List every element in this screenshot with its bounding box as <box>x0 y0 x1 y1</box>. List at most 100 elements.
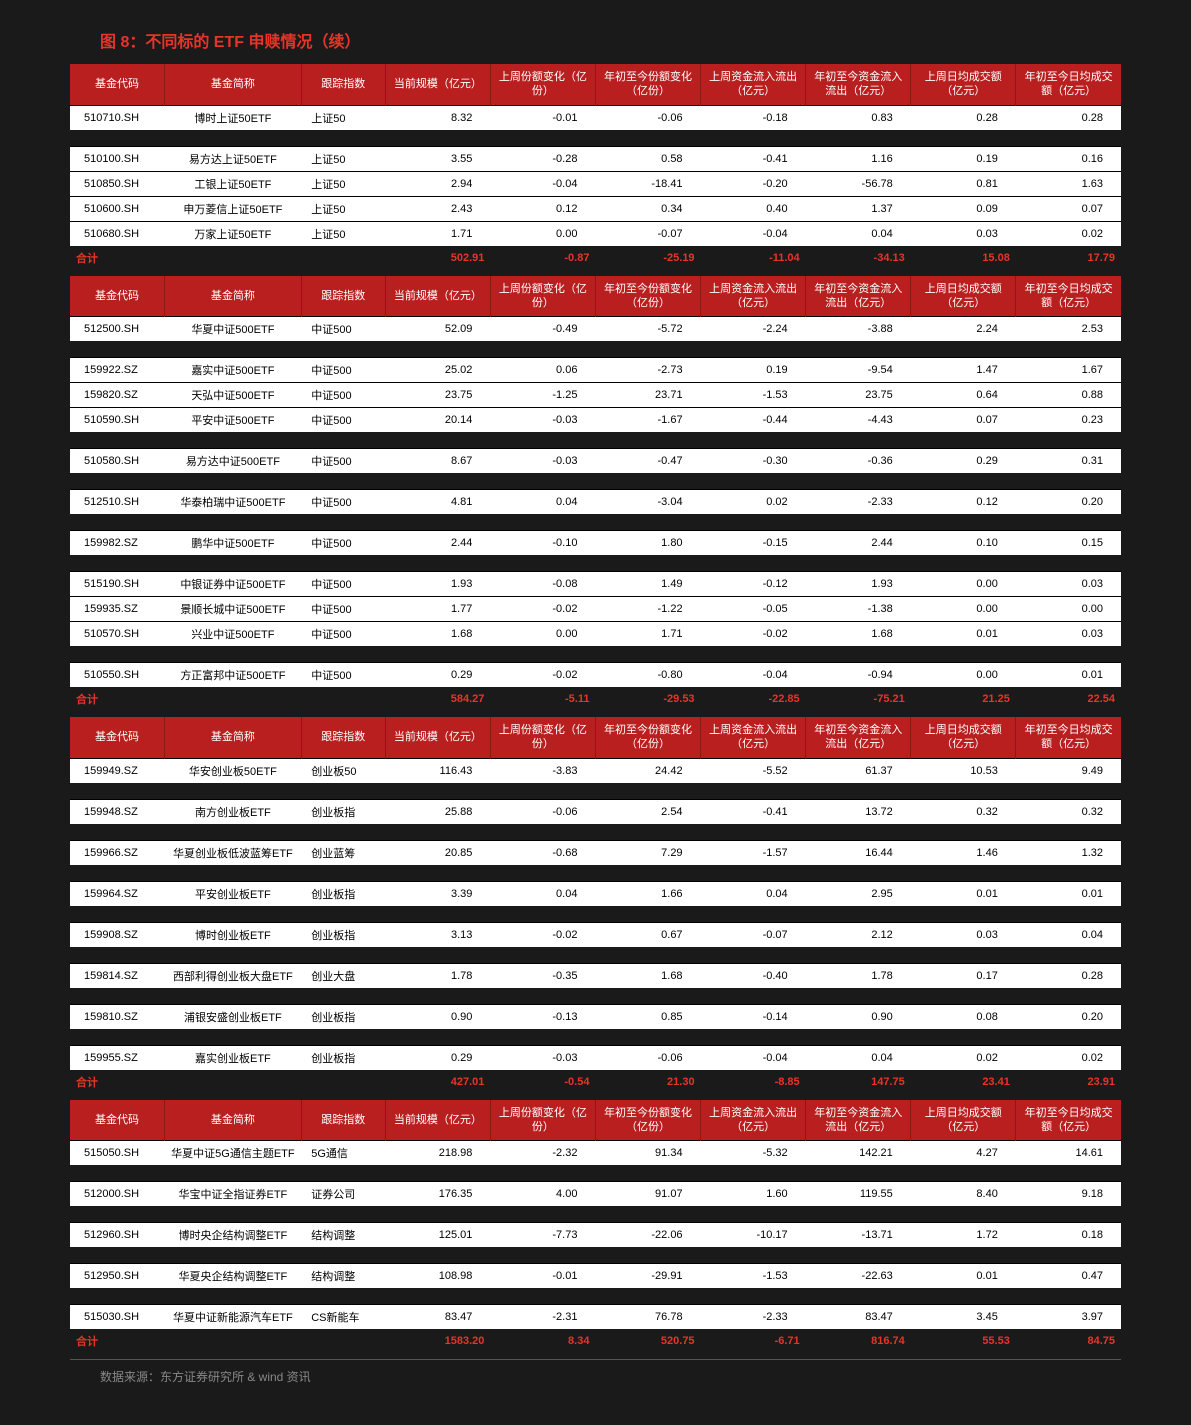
col-header: 基金代码 <box>70 276 165 317</box>
cell: 3.55 <box>385 146 490 171</box>
cell: 博时上证50ETF <box>165 105 302 130</box>
cell: 创业板指 <box>301 1045 385 1070</box>
cell: 7.29 <box>595 840 700 865</box>
cell: 159964.SZ <box>70 881 165 906</box>
cell: 3.39 <box>385 881 490 906</box>
total-cell: -0.54 <box>490 1070 595 1094</box>
cell: 510710.SH <box>70 105 165 130</box>
cell: -0.41 <box>701 799 806 824</box>
etf-table-3: 基金代码基金简称跟踪指数当前规模（亿元）上周份额变化（亿份）年初至今份额变化（亿… <box>70 1100 1121 1354</box>
cell: -1.53 <box>701 383 806 408</box>
cell: 13.72 <box>806 799 911 824</box>
cell: 中证500 <box>301 383 385 408</box>
cell: 中证500 <box>301 408 385 433</box>
cell: 510570.SH <box>70 622 165 647</box>
cell: 24.42 <box>595 758 700 783</box>
cell: 鹏华中证500ETF <box>165 531 302 556</box>
cell: 2.53 <box>1016 317 1121 342</box>
cell: 23.75 <box>385 383 490 408</box>
cell: -0.68 <box>490 840 595 865</box>
cell: 91.07 <box>595 1182 700 1207</box>
total-cell: 合计 <box>70 1329 165 1353</box>
cell: -0.07 <box>595 221 700 246</box>
cell: 25.02 <box>385 358 490 383</box>
cell: 5G通信 <box>301 1141 385 1166</box>
col-header: 当前规模（亿元） <box>385 717 490 758</box>
cell: 创业板指 <box>301 799 385 824</box>
cell: 0.03 <box>1016 622 1121 647</box>
col-header: 上周资金流入流出（亿元） <box>701 64 806 105</box>
cell: -3.83 <box>490 758 595 783</box>
cell: 125.01 <box>385 1223 490 1248</box>
cell: 创业大盘 <box>301 963 385 988</box>
total-cell <box>301 687 385 711</box>
total-cell: -11.04 <box>701 246 806 270</box>
cell: -5.52 <box>701 758 806 783</box>
cell: 0.02 <box>1016 221 1121 246</box>
cell: 176.35 <box>385 1182 490 1207</box>
col-header: 跟踪指数 <box>301 717 385 758</box>
cell: 中证500 <box>301 663 385 688</box>
source-note: 数据来源：东方证券研究所 & wind 资讯 <box>70 1359 1121 1385</box>
cell: 2.94 <box>385 171 490 196</box>
cell: -22.63 <box>806 1264 911 1289</box>
cell: -0.80 <box>595 663 700 688</box>
col-header: 上周份额变化（亿份） <box>490 1100 595 1141</box>
cell: -0.03 <box>490 408 595 433</box>
cell: 83.47 <box>806 1305 911 1330</box>
cell: 91.34 <box>595 1141 700 1166</box>
cell: 3.45 <box>911 1305 1016 1330</box>
cell: 0.15 <box>1016 531 1121 556</box>
cell: -0.20 <box>701 171 806 196</box>
cell: 0.04 <box>806 221 911 246</box>
cell: -0.49 <box>490 317 595 342</box>
cell: 0.32 <box>911 799 1016 824</box>
cell: 512000.SH <box>70 1182 165 1207</box>
cell: 中证500 <box>301 490 385 515</box>
cell: 结构调整 <box>301 1223 385 1248</box>
total-cell <box>165 246 302 270</box>
cell: 1.71 <box>385 221 490 246</box>
cell: 0.07 <box>911 408 1016 433</box>
cell: 结构调整 <box>301 1264 385 1289</box>
cell: -0.02 <box>490 663 595 688</box>
cell: 方正富邦中证500ETF <box>165 663 302 688</box>
cell: 0.02 <box>1016 1045 1121 1070</box>
cell: 159935.SZ <box>70 597 165 622</box>
col-header: 年初至今日均成交额（亿元） <box>1016 276 1121 317</box>
cell: 华夏央企结构调整ETF <box>165 1264 302 1289</box>
cell: -56.78 <box>806 171 911 196</box>
cell: 兴业中证500ETF <box>165 622 302 647</box>
cell: -13.71 <box>806 1223 911 1248</box>
cell: 景顺长城中证500ETF <box>165 597 302 622</box>
cell: 8.40 <box>911 1182 1016 1207</box>
total-cell: -22.85 <box>701 687 806 711</box>
total-cell: 合计 <box>70 687 165 711</box>
cell: 易方达上证50ETF <box>165 146 302 171</box>
cell: 工银上证50ETF <box>165 171 302 196</box>
cell: 中银证券中证500ETF <box>165 572 302 597</box>
cell: 16.44 <box>806 840 911 865</box>
cell: 2.43 <box>385 196 490 221</box>
cell: -0.47 <box>595 449 700 474</box>
cell: -1.25 <box>490 383 595 408</box>
cell: 万家上证50ETF <box>165 221 302 246</box>
cell: 西部利得创业板大盘ETF <box>165 963 302 988</box>
cell: 1.63 <box>1016 171 1121 196</box>
cell: 0.18 <box>1016 1223 1121 1248</box>
cell: 510600.SH <box>70 196 165 221</box>
total-cell: -75.21 <box>806 687 911 711</box>
col-header: 基金简称 <box>165 717 302 758</box>
cell: 0.31 <box>1016 449 1121 474</box>
cell: 华夏创业板低波蓝筹ETF <box>165 840 302 865</box>
cell: 10.53 <box>911 758 1016 783</box>
col-header: 基金代码 <box>70 1100 165 1141</box>
col-header: 年初至今资金流入流出（亿元） <box>806 1100 911 1141</box>
total-cell: 584.27 <box>385 687 490 711</box>
total-cell <box>165 1329 302 1353</box>
total-cell: 55.53 <box>911 1329 1016 1353</box>
cell: 159955.SZ <box>70 1045 165 1070</box>
cell: -0.03 <box>490 449 595 474</box>
total-cell: 502.91 <box>385 246 490 270</box>
cell: 0.06 <box>490 358 595 383</box>
